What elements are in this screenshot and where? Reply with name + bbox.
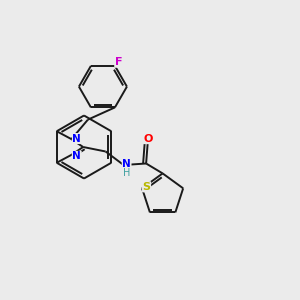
Text: N: N — [72, 134, 81, 143]
Text: H: H — [123, 168, 130, 178]
Text: S: S — [142, 182, 151, 192]
Text: N: N — [72, 134, 81, 143]
Text: N: N — [72, 152, 81, 161]
Text: N: N — [122, 159, 131, 169]
Text: O: O — [143, 134, 153, 144]
Text: F: F — [115, 57, 122, 67]
Text: N: N — [72, 152, 81, 161]
